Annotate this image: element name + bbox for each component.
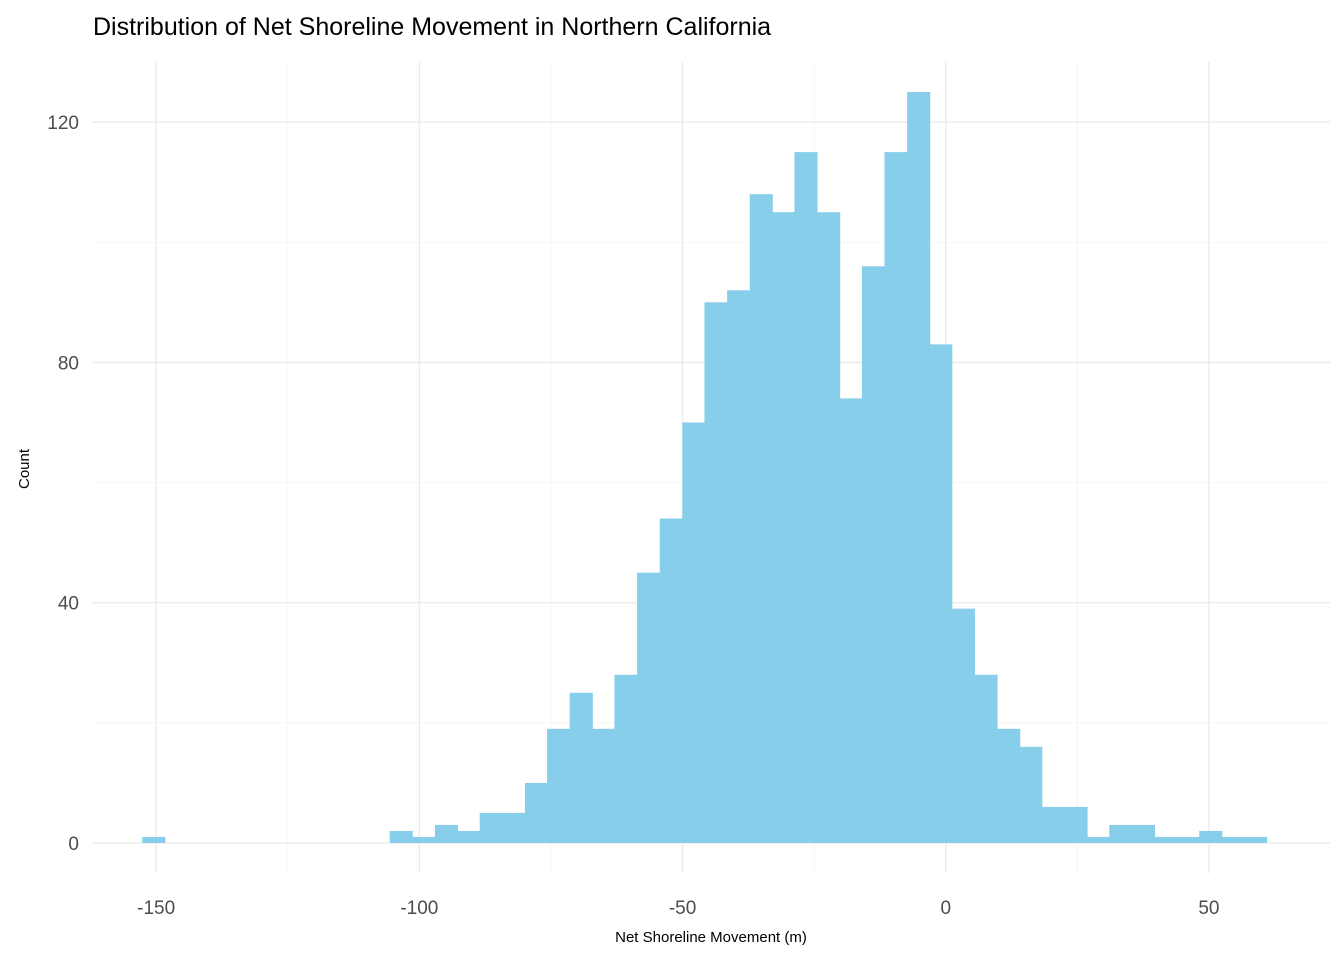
x-tick-label: 0 xyxy=(940,898,951,919)
x-axis-ticks: -150 -100 -50 0 50 xyxy=(137,898,1219,919)
histogram-bar xyxy=(1221,836,1245,843)
histogram-bar xyxy=(727,290,751,843)
y-tick-label: 40 xyxy=(58,594,79,615)
histogram-bar xyxy=(434,824,459,843)
histogram-bar xyxy=(547,728,571,843)
histogram-bar xyxy=(794,152,818,843)
histogram-bar xyxy=(1019,746,1043,843)
histogram-bar xyxy=(1064,806,1088,843)
histogram-bar xyxy=(637,572,661,843)
y-tick-label: 80 xyxy=(58,353,79,374)
histogram-bar xyxy=(524,782,549,843)
histogram-bar xyxy=(569,692,593,843)
histogram-bar xyxy=(659,518,683,843)
x-tick-label: 50 xyxy=(1198,898,1219,919)
y-axis-ticks: 0 40 80 120 xyxy=(47,113,79,855)
histogram-bar xyxy=(682,422,706,843)
histogram-bar xyxy=(749,194,773,843)
histogram-bar xyxy=(389,830,413,843)
histogram-bar xyxy=(1109,824,1133,843)
histogram-bar xyxy=(907,92,931,843)
histogram-bar xyxy=(1176,836,1200,843)
histogram-bar xyxy=(929,344,953,843)
y-tick-label: 0 xyxy=(68,834,79,855)
histogram-bar xyxy=(457,830,481,843)
histogram-bar xyxy=(861,266,885,843)
y-tick-label: 120 xyxy=(47,113,79,134)
histogram-bar xyxy=(479,812,503,843)
histogram-bar xyxy=(1041,806,1065,843)
histogram-bar xyxy=(412,836,436,843)
histogram-bar xyxy=(1154,836,1178,843)
x-tick-label: -100 xyxy=(400,898,438,919)
histogram-bar xyxy=(997,728,1021,843)
histogram-bar xyxy=(592,728,616,843)
x-tick-label: -50 xyxy=(669,898,696,919)
histogram-bar xyxy=(1086,836,1110,843)
chart-title: Distribution of Net Shoreline Movement i… xyxy=(93,13,771,41)
histogram-bar xyxy=(502,812,526,843)
histogram-bar xyxy=(1131,824,1155,843)
histogram-bar xyxy=(884,152,908,843)
histogram-bar xyxy=(704,302,728,843)
x-tick-label: -150 xyxy=(137,898,175,919)
histogram-bar xyxy=(1199,830,1223,843)
histogram-bar xyxy=(817,212,841,843)
histogram-bar xyxy=(142,836,166,843)
x-axis-title: Net Shoreline Movement (m) xyxy=(615,929,807,946)
histogram-bar xyxy=(614,674,638,843)
histogram-bar xyxy=(771,212,795,843)
bars xyxy=(142,92,1268,843)
histogram-bar xyxy=(974,674,998,843)
histogram-bar xyxy=(1244,836,1268,843)
y-axis-title: Count xyxy=(16,448,33,489)
histogram-bar xyxy=(839,398,863,843)
histogram-bar xyxy=(951,608,975,843)
